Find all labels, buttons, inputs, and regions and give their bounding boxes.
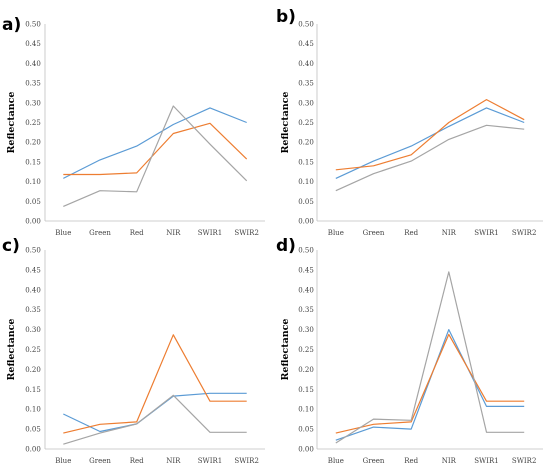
y-tick-label: 0.20 bbox=[25, 139, 41, 147]
series-line-2 bbox=[335, 333, 525, 434]
x-tick-label: NIR bbox=[166, 457, 181, 465]
x-tick-label: SWIR1 bbox=[198, 457, 222, 465]
y-tick-label: 0.50 bbox=[25, 21, 41, 29]
x-tick-label: Blue bbox=[55, 457, 71, 465]
panel-label: b) bbox=[276, 7, 296, 27]
y-tick-label: 0.35 bbox=[25, 80, 41, 88]
x-tick-label: SWIR2 bbox=[512, 229, 536, 237]
y-tick-label: 0.30 bbox=[25, 99, 41, 107]
y-tick-label: 0.30 bbox=[298, 99, 314, 107]
x-tick-label: Red bbox=[130, 457, 144, 465]
y-tick-label: 0.40 bbox=[25, 286, 41, 294]
y-tick-label: 0.20 bbox=[298, 366, 314, 374]
panel-a: a) 0.00 0.05 0.10 0.15 0.20 0.25 0.30 0.35 0.40 0… bbox=[2, 15, 265, 237]
series-line-3 bbox=[335, 124, 525, 192]
y-tick-label: 0.05 bbox=[25, 198, 41, 206]
panel-d: d) 0.00 0.05 0.10 0.15 0.20 0.25 0.30 0.35 0.40 0… bbox=[276, 236, 543, 465]
series-line-2 bbox=[335, 98, 525, 171]
y-tick-label: 0.50 bbox=[298, 247, 314, 255]
panel-label: a) bbox=[2, 15, 21, 35]
x-tick-label: SWIR1 bbox=[474, 457, 498, 465]
x-tick-label: SWIR2 bbox=[234, 229, 258, 237]
y-tick-label: 0.10 bbox=[25, 406, 41, 414]
y-tick-label: 0.20 bbox=[25, 366, 41, 374]
y-tick-label: 0.50 bbox=[298, 21, 314, 29]
y-tick-label: 0.25 bbox=[298, 119, 314, 127]
y-tick-label: 0.45 bbox=[298, 40, 314, 48]
y-tick-label: 0.05 bbox=[298, 426, 314, 434]
y-tick-label: 0.25 bbox=[25, 346, 41, 354]
series-line-2 bbox=[63, 122, 248, 176]
y-tick-label: 0.45 bbox=[25, 266, 41, 274]
y-tick-label: 0.30 bbox=[25, 326, 41, 334]
y-tick-label: 0.25 bbox=[298, 346, 314, 354]
panel-label: d) bbox=[276, 236, 296, 256]
y-axis-title: Reflectance bbox=[280, 319, 291, 381]
y-tick-label: 0.00 bbox=[25, 218, 41, 226]
y-tick-label: 0.40 bbox=[298, 286, 314, 294]
x-tick-label: Green bbox=[363, 457, 385, 465]
x-tick-label: SWIR1 bbox=[474, 229, 498, 237]
series-line-2 bbox=[63, 334, 247, 434]
y-tick-label: 0.35 bbox=[298, 306, 314, 314]
y-tick-label: 0.35 bbox=[25, 306, 41, 314]
y-tick-label: 0.30 bbox=[298, 326, 314, 334]
y-tick-label: 0.35 bbox=[298, 80, 314, 88]
y-tick-label: 0.15 bbox=[298, 386, 314, 394]
series-line-3 bbox=[63, 394, 247, 445]
x-tick-label: Green bbox=[89, 457, 111, 465]
y-axis-title: Reflectance bbox=[6, 92, 17, 154]
y-tick-label: 0.10 bbox=[298, 178, 314, 186]
y-tick-label: 0.05 bbox=[25, 426, 41, 434]
series-line-3 bbox=[335, 271, 525, 444]
x-tick-label: NIR bbox=[442, 229, 457, 237]
panel-c: c) 0.00 0.05 0.10 0.15 0.20 0.25 0.30 0.35 0.40 0… bbox=[2, 236, 265, 465]
series-line-3 bbox=[63, 105, 248, 207]
x-tick-label: Green bbox=[89, 229, 111, 237]
y-tick-label: 0.10 bbox=[25, 178, 41, 186]
x-tick-label: Green bbox=[363, 229, 385, 237]
x-tick-label: Red bbox=[404, 457, 418, 465]
x-tick-label: SWIR1 bbox=[198, 229, 222, 237]
y-axis-title: Reflectance bbox=[6, 319, 17, 381]
y-tick-label: 0.40 bbox=[298, 60, 314, 68]
y-tick-label: 0.05 bbox=[298, 198, 314, 206]
y-tick-label: 0.15 bbox=[25, 386, 41, 394]
y-tick-label: 0.00 bbox=[298, 218, 314, 226]
y-axis-title: Reflectance bbox=[280, 92, 291, 154]
y-tick-label: 0.10 bbox=[298, 406, 314, 414]
y-tick-label: 0.00 bbox=[298, 446, 314, 454]
x-tick-label: Red bbox=[130, 229, 144, 237]
y-tick-label: 0.15 bbox=[298, 158, 314, 166]
panel-b: b) 0.00 0.05 0.10 0.15 0.20 0.25 0.30 0.35 0.40 0… bbox=[276, 7, 543, 237]
y-tick-label: 0.20 bbox=[298, 139, 314, 147]
series-line-1 bbox=[63, 107, 247, 179]
y-tick-label: 0.50 bbox=[25, 247, 41, 255]
x-tick-label: SWIR2 bbox=[512, 457, 536, 465]
x-tick-label: Blue bbox=[55, 229, 71, 237]
x-tick-label: Blue bbox=[328, 457, 344, 465]
series-line-1 bbox=[335, 107, 525, 179]
y-tick-label: 0.00 bbox=[25, 446, 41, 454]
x-tick-label: NIR bbox=[166, 229, 181, 237]
y-tick-label: 0.15 bbox=[25, 158, 41, 166]
panel-label: c) bbox=[2, 236, 20, 256]
series-line-1 bbox=[63, 392, 247, 433]
y-tick-label: 0.45 bbox=[25, 40, 41, 48]
x-tick-label: Red bbox=[404, 229, 418, 237]
y-tick-label: 0.40 bbox=[25, 60, 41, 68]
x-tick-label: NIR bbox=[442, 457, 457, 465]
x-tick-label: SWIR2 bbox=[234, 457, 258, 465]
y-tick-label: 0.45 bbox=[298, 266, 314, 274]
y-tick-label: 0.25 bbox=[25, 119, 41, 127]
x-tick-label: Blue bbox=[328, 229, 344, 237]
